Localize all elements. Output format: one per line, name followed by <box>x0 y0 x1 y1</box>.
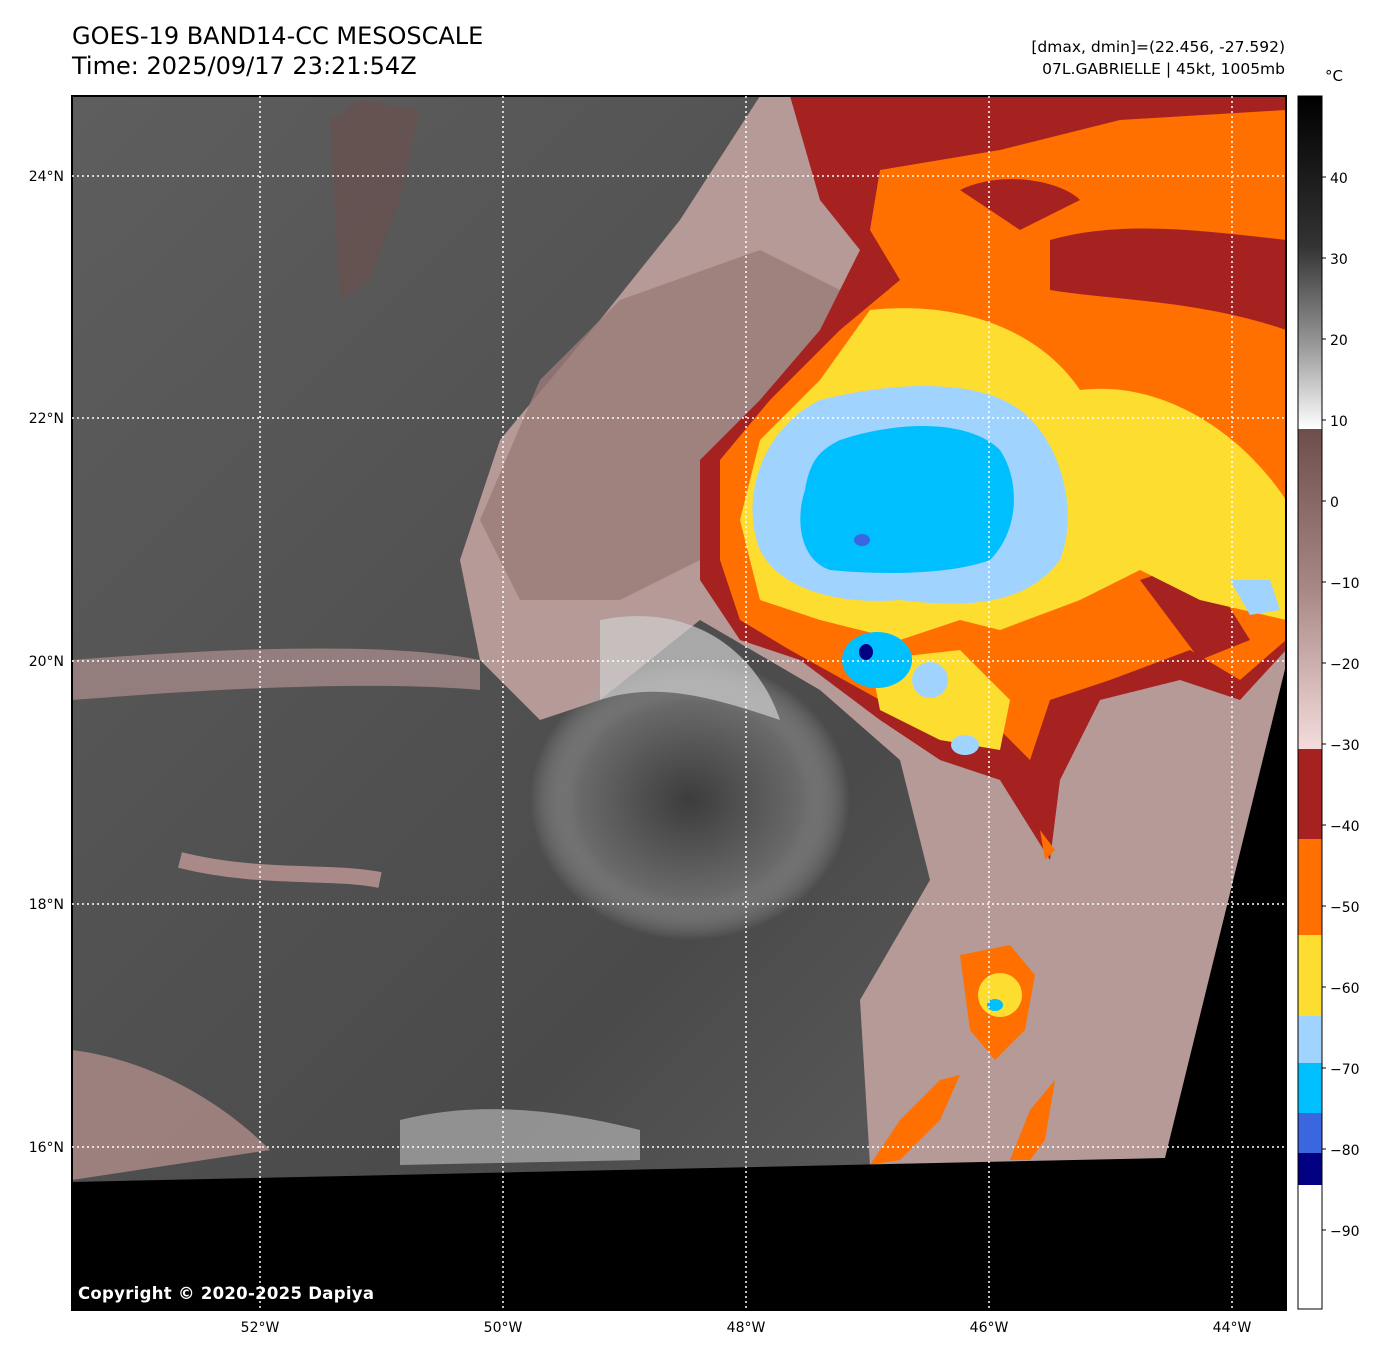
lat-label-20n: 20°N <box>29 654 64 670</box>
lon-label-50w: 50°W <box>484 1320 523 1336</box>
colorbar-band-lightblue <box>1298 1016 1322 1063</box>
colorbar-band-yellow <box>1298 935 1322 1016</box>
colorbar-tick-m10: −10 <box>1330 576 1360 592</box>
colorbar-band-pink <box>1298 429 1322 749</box>
colorbar-tick-m90: −90 <box>1330 1224 1360 1240</box>
colorbar-band-white <box>1298 1185 1322 1309</box>
colorbar-tick-m40: −40 <box>1330 819 1360 835</box>
map-frame <box>71 95 1287 1311</box>
colorbar-tick-30: 30 <box>1330 252 1348 268</box>
copyright-notice: Copyright © 2020-2025 Dapiya <box>78 1284 375 1303</box>
timestamp: Time: 2025/09/17 23:21:54Z <box>72 52 417 80</box>
imagery-layer <box>72 96 1286 1310</box>
data-range-info: [dmax, dmin]=(22.456, -27.592) <box>1031 38 1285 56</box>
colorbar-band-gray <box>1298 96 1322 429</box>
colorbar-band-darkred <box>1298 749 1322 839</box>
colorbar-tick-40: 40 <box>1330 171 1348 187</box>
lon-label-44w: 44°W <box>1213 1320 1252 1336</box>
lat-label-16n: 16°N <box>29 1140 64 1156</box>
lat-label-18n: 18°N <box>29 897 64 913</box>
colorbar-band-navy <box>1298 1153 1322 1185</box>
lon-label-52w: 52°W <box>241 1320 280 1336</box>
lon-label-48w: 48°W <box>727 1320 766 1336</box>
lon-label-46w: 46°W <box>970 1320 1009 1336</box>
colorbar-frame <box>1297 95 1323 1310</box>
colorbar: 40 30 20 10 0 −10 −20 −30 −40 −50 −60 −7… <box>1297 95 1360 1310</box>
colorbar-tick-m20: −20 <box>1330 657 1360 673</box>
colorbar-tick-m50: −50 <box>1330 900 1360 916</box>
colorbar-tick-10: 10 <box>1330 414 1348 430</box>
colorbar-tick-20: 20 <box>1330 333 1348 349</box>
graticule <box>72 96 1286 1310</box>
storm-info: 07L.GABRIELLE | 45kt, 1005mb <box>1042 60 1285 78</box>
colorbar-tick-m30: −30 <box>1330 738 1360 754</box>
colorbar-unit: °C <box>1325 67 1343 85</box>
colorbar-band-orange <box>1298 839 1322 935</box>
colorbar-band-cyan <box>1298 1063 1322 1113</box>
colorbar-tick-m70: −70 <box>1330 1062 1360 1078</box>
lat-label-22n: 22°N <box>29 411 64 427</box>
colorbar-tick-m80: −80 <box>1330 1143 1360 1159</box>
chart-title: GOES-19 BAND14-CC MESOSCALE <box>72 22 484 50</box>
colorbar-band-blue <box>1298 1113 1322 1153</box>
lat-label-24n: 24°N <box>29 169 64 185</box>
colorbar-tick-0: 0 <box>1330 495 1339 511</box>
colorbar-tick-m60: −60 <box>1330 981 1360 997</box>
